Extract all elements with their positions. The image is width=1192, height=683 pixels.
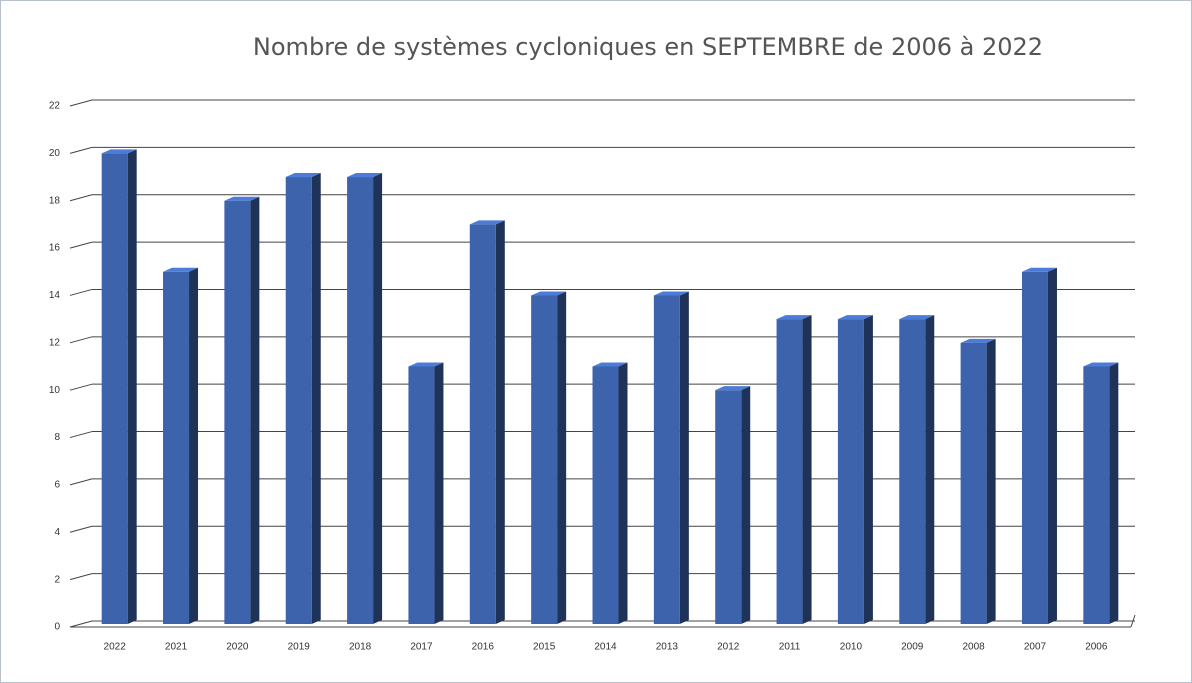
bar-top <box>163 267 199 272</box>
grid-line-side <box>69 194 93 202</box>
bar-top <box>776 315 812 320</box>
grid-line-side <box>69 478 93 486</box>
grid-line-side <box>69 620 93 628</box>
bar-side <box>250 196 260 624</box>
y-tick-label: 12 <box>49 337 61 348</box>
grid-line-side <box>69 431 93 439</box>
x-tick-label: 2008 <box>962 642 985 653</box>
bar <box>837 319 864 624</box>
bar-top <box>101 149 137 154</box>
bar-top <box>837 315 873 320</box>
bar <box>285 177 312 624</box>
y-tick-label: 16 <box>49 243 61 254</box>
bar <box>347 177 374 624</box>
bar-top <box>1083 362 1119 367</box>
bar <box>101 153 128 624</box>
x-tick-label: 2012 <box>717 642 740 653</box>
x-tick-label: 2011 <box>779 642 801 653</box>
y-tick-label: 4 <box>54 527 60 538</box>
x-tick-label: 2019 <box>288 642 311 653</box>
bar <box>1083 366 1110 624</box>
bar-side <box>679 291 689 624</box>
bar <box>960 342 987 624</box>
y-tick-label: 10 <box>49 385 61 396</box>
bar-side <box>618 362 628 624</box>
grid-line-side <box>69 146 93 154</box>
bar <box>776 319 803 624</box>
y-tick-label: 0 <box>54 622 60 633</box>
bar-top <box>408 362 444 367</box>
bar <box>408 366 435 624</box>
bar-side <box>495 220 505 624</box>
y-tick-label: 18 <box>49 195 61 206</box>
x-tick-label: 2014 <box>594 642 617 653</box>
bar-top <box>592 362 628 367</box>
bar-side <box>1047 267 1057 624</box>
bar <box>531 295 558 624</box>
bar <box>653 295 680 624</box>
grid-line-side <box>69 525 93 533</box>
grid-line-side <box>69 383 93 391</box>
x-tick-label: 2017 <box>410 642 433 653</box>
x-tick-label: 2013 <box>656 642 679 653</box>
y-tick-label: 14 <box>49 290 61 301</box>
grid-line-side <box>69 573 93 581</box>
grid-line-side <box>69 99 93 107</box>
bar-side <box>373 173 383 624</box>
bar-top <box>715 386 751 391</box>
bar-side <box>741 386 751 624</box>
bar-side <box>557 291 567 624</box>
bar-side <box>189 267 199 624</box>
x-tick-label: 2016 <box>472 642 495 653</box>
chart-title: Nombre de systèmes cycloniques en SEPTEM… <box>253 33 1043 61</box>
bar-side <box>1109 362 1119 624</box>
bar-top <box>347 173 383 178</box>
x-tick-label: 2020 <box>226 642 249 653</box>
grid-line-side <box>69 288 93 296</box>
bar-side <box>434 362 444 624</box>
x-tick-label: 2022 <box>104 642 127 653</box>
bar-top <box>469 220 505 225</box>
bar <box>224 200 251 624</box>
x-tick-label: 2015 <box>533 642 556 653</box>
y-tick-label: 20 <box>49 148 61 159</box>
bar-side <box>127 149 137 624</box>
bar-side <box>863 315 873 624</box>
bar-side <box>802 315 812 624</box>
bar-top <box>531 291 567 296</box>
bar-top <box>653 291 689 296</box>
bar <box>592 366 619 624</box>
x-tick-label: 2010 <box>840 642 863 653</box>
bar-top <box>1021 267 1057 272</box>
bar <box>899 319 926 624</box>
bar-top <box>224 196 260 201</box>
x-tick-label: 2006 <box>1085 642 1108 653</box>
bar <box>469 224 496 624</box>
y-tick-label: 6 <box>54 480 60 491</box>
bar <box>1021 271 1048 624</box>
y-tick-label: 2 <box>54 574 60 585</box>
bar <box>163 271 190 624</box>
grid-line-side <box>69 336 93 344</box>
bar-top <box>960 338 996 343</box>
bar-top <box>899 315 935 320</box>
bar-top <box>285 173 321 178</box>
x-tick-label: 2021 <box>165 642 188 653</box>
y-tick-label: 8 <box>54 432 60 443</box>
bar <box>715 390 742 624</box>
bar-side <box>925 315 935 624</box>
bar-side <box>986 338 996 624</box>
bar-side <box>311 173 321 624</box>
grid-line-side <box>69 241 93 249</box>
floor-corner <box>1130 614 1136 628</box>
x-tick-label: 2007 <box>1024 642 1047 653</box>
x-tick-label: 2018 <box>349 642 372 653</box>
y-tick-label: 22 <box>49 101 61 112</box>
x-tick-label: 2009 <box>901 642 924 653</box>
